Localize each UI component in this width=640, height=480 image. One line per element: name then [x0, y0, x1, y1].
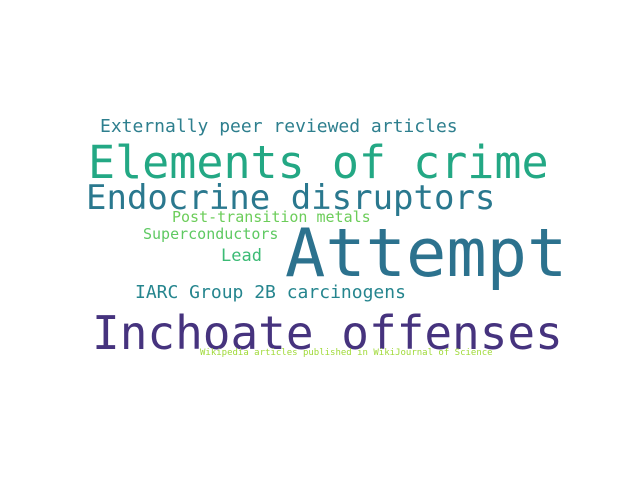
word-inchoate-offenses: Inchoate offenses	[92, 306, 563, 360]
word-iarc-group-2b-carcinogens: IARC Group 2B carcinogens	[135, 282, 406, 303]
word-endocrine-disruptors: Endocrine disruptors	[86, 178, 496, 218]
word-elements-of-crime: Elements of crime	[88, 136, 549, 189]
word-superconductors: Superconductors	[143, 225, 279, 243]
word-post-transition-metals: Post-transition metals	[172, 208, 371, 226]
word-wikipedia-articles-published-in-wikijournal-of-science: Wikipedia articles published in WikiJour…	[200, 348, 493, 358]
word-attempt: Attempt	[285, 214, 568, 292]
word-externally-peer-reviewed-articles: Externally peer reviewed articles	[100, 116, 458, 137]
word-lead: Lead	[221, 246, 262, 266]
